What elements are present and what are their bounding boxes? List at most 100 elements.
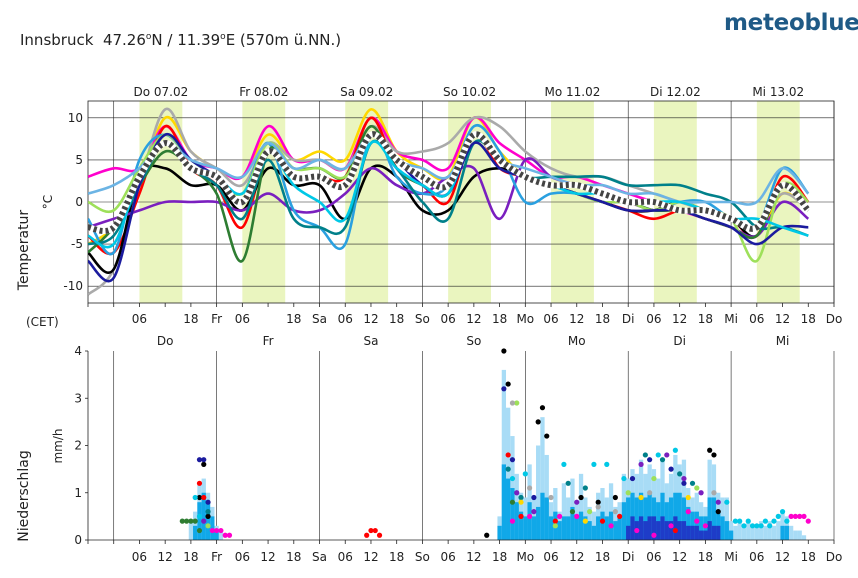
prec-bar-ensemble-min <box>711 525 717 540</box>
prec-member-dot <box>192 518 198 524</box>
prec-member-dot <box>659 457 666 463</box>
prec-member-dot <box>205 523 211 529</box>
latitude: 47.26 <box>102 31 146 49</box>
prec-member-dot <box>364 532 370 538</box>
prec-bar-ensemble-min <box>686 525 691 540</box>
prec-bar-ensemble-max <box>746 521 751 540</box>
day-header-label: So 10.02 <box>443 85 496 99</box>
coordinates: 47.26oN / 11.39oE (570m ü.NN.) <box>102 31 342 49</box>
temp-xtick-label: 18 <box>698 312 713 326</box>
temp-xtick-label: 12 <box>569 312 584 326</box>
prec-bar-ensemble-mean <box>501 464 507 540</box>
temp-series-group <box>88 107 811 296</box>
prec-member-dot <box>634 527 640 534</box>
prec-member-dot <box>514 400 520 406</box>
prec-member-dot <box>509 475 516 482</box>
temp-xtick-label: Mo <box>516 312 534 326</box>
prec-xtick-label: Fr <box>211 550 222 564</box>
prec-bar-ensemble-max <box>758 521 764 540</box>
prec-bar-ensemble-min <box>638 516 644 540</box>
prec-bar-ensemble-min <box>707 521 712 540</box>
prec-bar-ensemble-mean <box>621 502 627 540</box>
prec-xtick-label: 18 <box>698 550 713 564</box>
prec-bar-ensemble-max <box>218 530 224 540</box>
prec-member-dot <box>565 480 571 486</box>
prec-bar-ensemble-min <box>651 516 657 540</box>
temp-ytick-label: 10 <box>68 111 83 125</box>
prec-bar-ensemble-max <box>767 521 772 540</box>
prec-member-dot <box>805 518 811 524</box>
prec-member-dot <box>737 518 743 524</box>
prec-bar-ensemble-max <box>771 525 777 540</box>
prec-axis-title: Niederschlag <box>16 450 32 541</box>
prec-xtick-label: 18 <box>389 550 404 564</box>
temp-xtick-label: 06 <box>338 312 353 326</box>
prec-xtick-label: 12 <box>569 550 584 564</box>
prec-member-dot <box>522 471 528 477</box>
temp-xtick-label: Fr <box>211 312 222 326</box>
temp-xtick-label: 12 <box>363 312 378 326</box>
prec-xtick-label: 12 <box>775 550 790 564</box>
temp-xtick-label: 18 <box>286 312 301 326</box>
prec-bar-ensemble-min <box>681 521 687 540</box>
prec-member-dot <box>196 480 203 486</box>
prec-member-dot <box>724 499 730 505</box>
temp-ytick-label: -10 <box>63 279 83 293</box>
prec-xtick-label: 18 <box>183 550 198 564</box>
prec-bar-ensemble-max <box>737 521 742 540</box>
prec-bar-ensemble-mean <box>626 497 631 540</box>
prec-xtick-label: Mo <box>516 550 534 564</box>
prec-bar-ensemble-max <box>561 483 567 540</box>
prec-member-dot <box>539 405 546 411</box>
prec-member-dot <box>196 457 203 463</box>
prec-bar-ensemble-mean <box>527 502 532 540</box>
prec-member-dot <box>501 348 507 354</box>
prec-bar-ensemble-mean <box>578 511 584 540</box>
prec-bar-ensemble-mean <box>557 521 562 540</box>
prec-bar-ensemble-mean <box>193 525 198 540</box>
prec-member-dot <box>505 466 511 472</box>
prec-member-dot <box>651 532 657 538</box>
day-header-label: Do 07.02 <box>134 85 189 99</box>
prec-xtick-label: 12 <box>158 550 173 564</box>
prec-member-dot <box>595 504 601 510</box>
prec-member-dot <box>771 518 777 524</box>
prec-bar-ensemble-mean <box>566 516 571 540</box>
prec-bar-ensemble-min <box>660 516 665 540</box>
prec-day-label: Sa <box>363 334 378 348</box>
prec-bar-ensemble-mean <box>201 492 206 540</box>
prec-bar-ensemble-min <box>630 516 635 540</box>
prec-member-dot <box>192 494 198 501</box>
page-title: Innsbruck 47.26oN / 11.39oE (570m ü.NN.) <box>20 31 341 49</box>
prec-bar-ensemble-mean <box>720 516 725 540</box>
prec-bar-ensemble-min <box>677 521 682 540</box>
prec-member-dot <box>655 452 661 458</box>
prec-member-dot <box>749 523 756 529</box>
lon-suffix: E (570m ü.NN.) <box>225 31 342 49</box>
prec-member-dot <box>226 532 233 538</box>
temp-unit-label: °C <box>41 195 55 209</box>
temp-ytick-label: 5 <box>75 153 83 167</box>
prec-member-dot <box>372 527 378 534</box>
prec-member-dot <box>505 381 511 387</box>
prec-member-dot <box>629 475 636 482</box>
prec-bar-ensemble-mean <box>724 521 729 540</box>
prec-member-dot <box>767 523 773 529</box>
prec-bar-ensemble-mean <box>711 497 717 540</box>
prec-ytick-label: 4 <box>74 344 82 358</box>
temp-xtick-label: 06 <box>646 312 661 326</box>
temp-xtick-label: Di <box>622 312 635 326</box>
prec-bar-ensemble-mean <box>536 506 541 540</box>
prec-ytick-label: 0 <box>74 533 82 547</box>
prec-bar-ensemble-mean <box>604 516 609 540</box>
temp-xtick-label: 06 <box>132 312 147 326</box>
prec-xtick-label: 18 <box>492 550 507 564</box>
prec-xtick-label: 06 <box>132 550 147 564</box>
prec-bar-ensemble-mean <box>587 521 592 540</box>
prec-bar-ensemble-mean <box>548 516 554 540</box>
prec-bar-ensemble-mean <box>617 516 622 540</box>
prec-member-dot <box>526 485 533 491</box>
temp-xtick-label: 18 <box>492 312 507 326</box>
prec-member-dot <box>205 509 211 515</box>
